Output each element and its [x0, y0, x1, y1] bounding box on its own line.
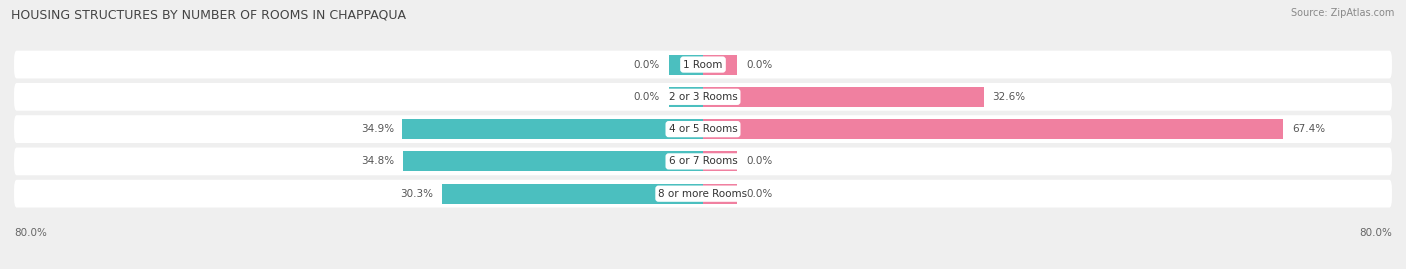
- Text: 80.0%: 80.0%: [14, 228, 46, 238]
- Text: HOUSING STRUCTURES BY NUMBER OF ROOMS IN CHAPPAQUA: HOUSING STRUCTURES BY NUMBER OF ROOMS IN…: [11, 8, 406, 21]
- Text: 4 or 5 Rooms: 4 or 5 Rooms: [669, 124, 737, 134]
- Bar: [669, 55, 703, 75]
- Text: Source: ZipAtlas.com: Source: ZipAtlas.com: [1291, 8, 1395, 18]
- Text: 67.4%: 67.4%: [1292, 124, 1326, 134]
- Text: 32.6%: 32.6%: [993, 92, 1025, 102]
- Text: 6 or 7 Rooms: 6 or 7 Rooms: [669, 156, 737, 167]
- Text: 0.0%: 0.0%: [747, 59, 772, 70]
- Bar: [402, 119, 703, 139]
- FancyBboxPatch shape: [14, 147, 1392, 175]
- Bar: [703, 55, 738, 75]
- Bar: [669, 87, 703, 107]
- Text: 8 or more Rooms: 8 or more Rooms: [658, 189, 748, 199]
- FancyBboxPatch shape: [14, 51, 1392, 79]
- Text: 30.3%: 30.3%: [401, 189, 433, 199]
- Text: 2 or 3 Rooms: 2 or 3 Rooms: [669, 92, 737, 102]
- Bar: [703, 151, 738, 171]
- Text: 34.9%: 34.9%: [361, 124, 394, 134]
- Text: 0.0%: 0.0%: [747, 189, 772, 199]
- Text: 0.0%: 0.0%: [634, 92, 659, 102]
- Bar: [441, 184, 703, 204]
- Text: 1 Room: 1 Room: [683, 59, 723, 70]
- Text: 34.8%: 34.8%: [361, 156, 395, 167]
- Bar: [703, 184, 738, 204]
- Bar: [404, 151, 703, 171]
- Bar: [703, 119, 1284, 139]
- Text: 0.0%: 0.0%: [747, 156, 772, 167]
- FancyBboxPatch shape: [14, 83, 1392, 111]
- FancyBboxPatch shape: [14, 180, 1392, 208]
- Text: 0.0%: 0.0%: [634, 59, 659, 70]
- Text: 80.0%: 80.0%: [1360, 228, 1392, 238]
- Bar: [703, 87, 984, 107]
- FancyBboxPatch shape: [14, 115, 1392, 143]
